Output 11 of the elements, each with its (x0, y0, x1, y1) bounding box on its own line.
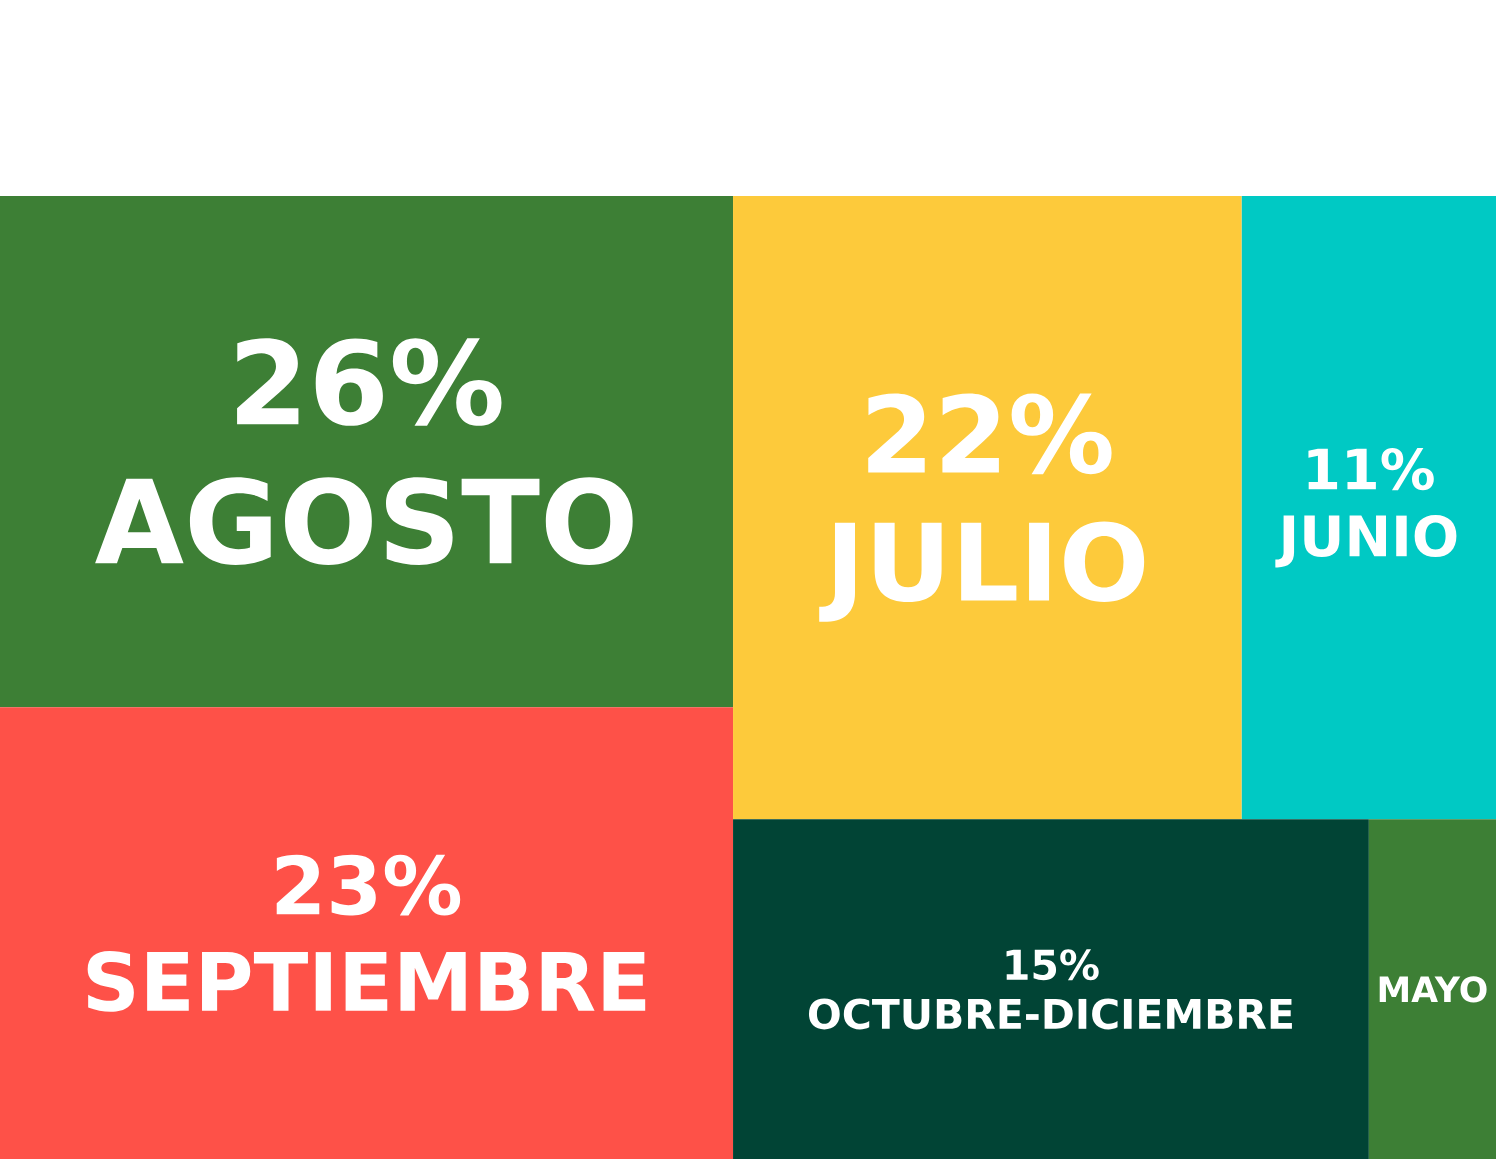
category-label: AGOSTO (95, 477, 633, 565)
category-label: SEPTIEMBRE (87, 950, 646, 1012)
category-label: MAYO (1379, 976, 1487, 1003)
data-label: 11% (1308, 447, 1434, 490)
data-label: 26% (237, 338, 502, 426)
data-label: 15% (1006, 949, 1099, 981)
data-label: 22% (868, 393, 1112, 474)
data-label: 23% (276, 854, 461, 916)
category-label: JULIO (819, 521, 1145, 622)
category-label: OCTUBRE-DICIEMBRE (808, 998, 1292, 1030)
category-label: JUNIO (1275, 514, 1457, 568)
